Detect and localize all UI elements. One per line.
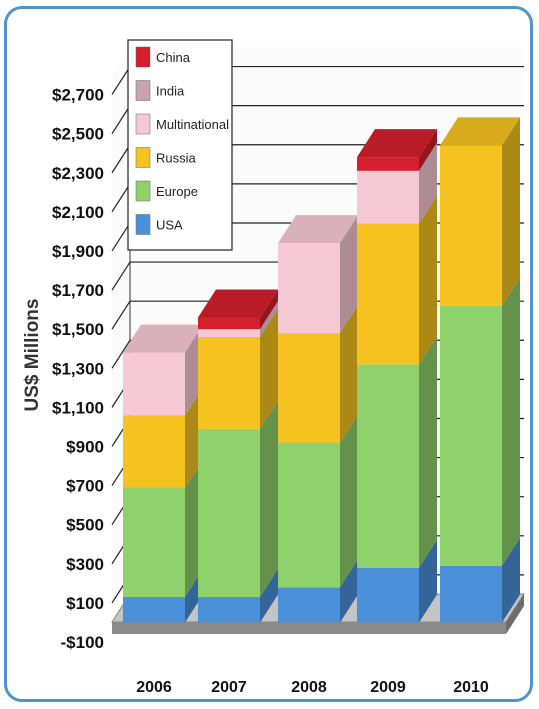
bar-2007-multinational (198, 329, 260, 337)
bar-top-2006 (123, 324, 203, 353)
bar-2007-china (198, 317, 260, 330)
legend-label-usa: USA (156, 218, 183, 233)
bar-2010-russia (440, 145, 502, 306)
bar-2007-usa (198, 597, 260, 623)
bar-2009-multinational (357, 170, 419, 224)
bar-side-2009-multinational (419, 142, 437, 224)
bar-side-2008-russia (340, 305, 358, 443)
bar-2006-europe (123, 487, 185, 598)
bar-side-2010-russia (502, 117, 520, 306)
bar-top-2008 (278, 215, 358, 244)
bar-2009-usa (357, 567, 419, 623)
x-tick-label-2008: 2008 (291, 679, 327, 696)
y-tick-label: $700 (66, 477, 104, 496)
bar-top-2010 (440, 117, 520, 146)
bar-2007-russia (198, 336, 260, 429)
floor-front (112, 622, 506, 634)
bar-side-2007-usa (260, 569, 278, 623)
bar-side-2010-europe (502, 277, 520, 566)
bar-2006-usa (123, 597, 185, 623)
bar-2010-europe (440, 305, 502, 566)
legend-label-europe: Europe (156, 184, 198, 199)
y-tick-label: $100 (66, 594, 104, 613)
bar-2007-europe (198, 428, 260, 598)
legend-label-india: India (156, 84, 185, 99)
y-tick-label: $1,700 (52, 281, 104, 300)
floor-side (506, 594, 524, 634)
bar-side-2010-usa (502, 537, 520, 623)
legend-swatch-russia (135, 147, 151, 168)
bar-2009-china (357, 157, 419, 171)
bar-side-2007-europe (260, 400, 278, 598)
legend-swatch-china (135, 46, 151, 68)
bar-side-2009-europe (419, 336, 437, 568)
y-tick-label: $2,700 (52, 86, 104, 105)
bar-side-2007-multinational (260, 301, 278, 337)
bar-2009-russia (357, 223, 419, 365)
bar-side-2009-usa (419, 539, 437, 623)
y-tick-label: $2,100 (52, 203, 104, 222)
y-tick-label: $2,500 (52, 125, 104, 144)
legend-label-multinational: Multinational (156, 117, 229, 132)
y-tick-label: $500 (66, 516, 104, 535)
bar-2008-europe (278, 442, 340, 588)
legend-label-china: China (156, 50, 191, 65)
legend-swatch-europe (135, 180, 151, 202)
bar-2006-multinational (123, 352, 185, 416)
x-tick-label-2010: 2010 (453, 679, 489, 696)
legend: China India Multinational Russia Europe USA (127, 39, 233, 251)
bar-side-2009-russia (419, 195, 437, 365)
bar-2010-usa (440, 565, 502, 623)
legend-swatch-multinational (135, 113, 151, 135)
y-tick-label: $2,300 (52, 164, 104, 183)
bar-2008-usa (278, 587, 340, 623)
y-tick-label: $1,500 (52, 320, 104, 339)
bar-side-2007-russia (260, 308, 278, 429)
y-tick-label: $1,900 (52, 242, 104, 261)
bar-2009-europe (357, 364, 419, 568)
bar-layer (123, 117, 520, 623)
bar-side-2008-usa (340, 559, 358, 623)
legend-swatch-usa (135, 214, 151, 235)
x-tick-label-2006: 2006 (136, 679, 172, 696)
y-tick-label: $1,300 (52, 359, 104, 378)
legend-label-russia: Russia (156, 151, 197, 166)
bar-side-2009-china (419, 129, 437, 171)
x-tick-label-2007: 2007 (211, 679, 247, 696)
y-axis-title: US$ Millions (22, 299, 43, 412)
x-tick-label-2009: 2009 (370, 679, 406, 696)
axis-layer: $2,700 $2,500 $2,300 $2,100 $1,900 $1,700 $1,5… (52, 86, 489, 696)
bar-side-2007-china (260, 289, 278, 330)
bar-2008-multinational (278, 243, 340, 334)
legend-swatch-india (135, 80, 151, 101)
bar-top-2009 (357, 129, 437, 158)
y-tick-label: -$100 (61, 633, 104, 652)
bar-2006-russia (123, 415, 185, 488)
bar-side-2008-europe (340, 414, 358, 588)
y-tick-label: $1,100 (52, 398, 104, 417)
bar-2008-russia (278, 333, 340, 443)
bar-top-2007 (198, 289, 278, 318)
y-tick-label: $300 (66, 555, 104, 574)
bar-side-2008-multinational (340, 215, 358, 334)
y-tick-label: $900 (66, 437, 104, 456)
